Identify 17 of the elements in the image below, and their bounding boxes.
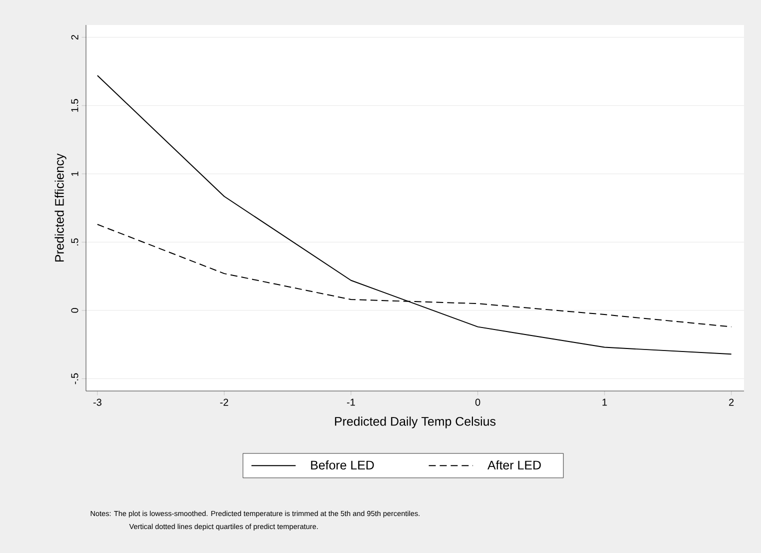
x-tick-label: 1 [602, 398, 607, 406]
line-series [96, 75, 732, 355]
y-tick-label: 0 [71, 308, 78, 313]
y-tick-label: 1.5 [71, 99, 78, 112]
x-axis-title: Predicted Daily Temp Celsius [335, 416, 496, 428]
legend-label: After LED [487, 460, 541, 470]
x-tick-label: -3 [93, 398, 102, 406]
x-tick-label: 2 [729, 398, 734, 406]
x-tick-label: 0 [475, 398, 480, 406]
x-tick-label: -2 [220, 398, 228, 406]
legend-label: Before LED [311, 460, 374, 470]
y-tick-label: .5 [71, 238, 78, 246]
y-tick-label: 1 [71, 172, 78, 176]
x-tick-label: -1 [346, 398, 355, 406]
y-axis-title: Predicted Efficiency [54, 153, 66, 262]
y-tick-label: 2 [71, 35, 78, 40]
y-tick-label: -.5 [71, 373, 78, 384]
